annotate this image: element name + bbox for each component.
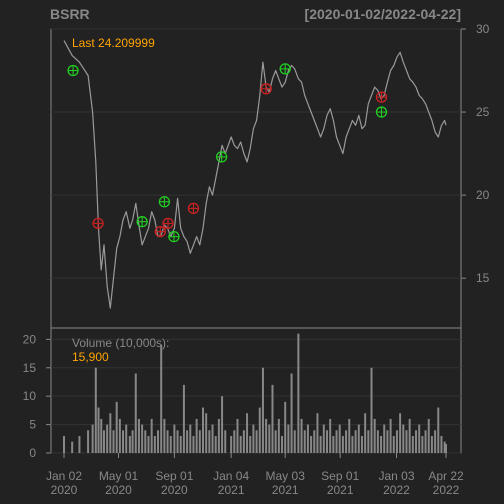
volume-tick-label: 10 <box>23 389 37 403</box>
x-tick-year: 2022 <box>433 483 460 497</box>
price-tick-label: 15 <box>476 271 490 285</box>
volume-tick-label: 15 <box>23 361 37 375</box>
buy-marker <box>375 106 388 118</box>
price-line-layer <box>63 40 447 309</box>
buy-marker <box>158 196 171 208</box>
volume-tick-label: 5 <box>29 418 36 432</box>
price-tick-label: 25 <box>476 105 490 119</box>
last-price-label: Last 24.209999 <box>72 36 155 50</box>
volume-tick-label: 20 <box>23 332 37 346</box>
x-tick-year: 2020 <box>51 483 78 497</box>
x-tick-label: Jan 04 <box>213 469 249 483</box>
chart-date-range: [2020-01-02/2022-04-22] <box>305 6 461 22</box>
x-tick-label: Sep 01 <box>155 469 193 483</box>
x-tick-year: 2020 <box>105 483 132 497</box>
buy-marker <box>168 230 180 243</box>
x-tick-label: Sep 01 <box>321 469 359 483</box>
price-grid <box>51 28 461 279</box>
x-tick-label: May 01 <box>99 469 139 483</box>
sell-marker <box>92 217 104 230</box>
price-tick-label: 30 <box>476 22 490 36</box>
volume-last-value: 15,900 <box>72 350 109 364</box>
price-axis-ticks: 15 20 25 30 <box>461 22 490 285</box>
x-tick-label: Jan 03 <box>378 469 414 483</box>
price-tick-label: 20 <box>476 188 490 202</box>
sell-marker <box>260 83 272 95</box>
x-tick-year: 2022 <box>383 483 410 497</box>
buy-marker <box>136 216 148 228</box>
x-tick-label: Jan 02 <box>46 469 82 483</box>
x-tick-label: Apr 22 <box>428 469 464 483</box>
volume-axis-ticks: 0 5 10 15 20 <box>23 332 51 460</box>
sell-marker <box>187 202 200 215</box>
sell-marker <box>162 217 174 230</box>
x-tick-year: 2021 <box>327 483 354 497</box>
buy-marker <box>67 64 79 77</box>
sell-marker <box>154 226 166 238</box>
x-tick-year: 2021 <box>218 483 245 497</box>
sell-marker <box>375 91 388 103</box>
price-line <box>63 40 447 309</box>
x-tick-label: May 03 <box>266 469 306 483</box>
buy-marker <box>215 151 228 163</box>
volume-tick-label: 0 <box>29 446 36 460</box>
x-tick-year: 2021 <box>272 483 299 497</box>
volume-label: Volume (10,000s): <box>72 336 169 350</box>
volume-bars <box>63 333 447 453</box>
buy-marker <box>279 63 291 75</box>
x-tick-year: 2020 <box>161 483 188 497</box>
chart-title: BSRR <box>50 6 90 22</box>
trade-markers <box>67 63 388 243</box>
